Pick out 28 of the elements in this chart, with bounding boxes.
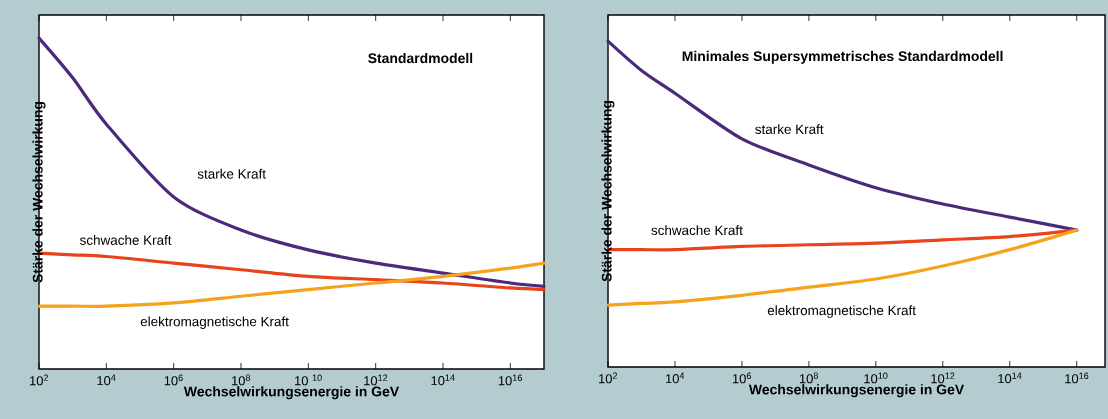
x-tick-label: 10$^{4}$ [665,372,685,384]
series-label: schwache Kraft [651,225,743,236]
x-tick-label: 10$^{6}$ [732,372,752,384]
x-tick-label: 10 $^{10}$ [295,374,322,386]
x-tick-label: 10$^{14}$ [431,374,455,386]
x-tick-label: 10$^{16}$ [498,374,522,386]
text: Minimales Supersymmetrisches Standardmodell [682,50,1003,64]
x-tick-label: 10$^{8}$ [232,374,251,386]
x-tick-label: 10$^{14}$ [998,372,1022,384]
x-tick-label: 10$^{10}$ [864,372,888,384]
x-tick-label: 10$^{4}$ [97,374,116,386]
x-tick-label: 10$^{8}$ [799,372,818,384]
x-tick-label: 10$^{16}$ [1065,372,1089,384]
series-label: schwache Kraft [79,235,172,245]
x-tick-label: 10$^{12}$ [364,374,388,386]
x-tick-label: 10$^{2}$ [599,372,618,384]
x-tick-label: 10$^{6}$ [164,374,183,386]
series-label: starke Kraft [755,124,824,135]
x-tick-label: 10$^{12}$ [931,372,955,384]
series-label: elektromagnetische Kraft [767,305,916,318]
text: starke Kraft [197,168,266,179]
x-axis-title: Wechselwirkungsenergie in GeV [748,384,965,398]
text: Standardmodell [368,52,473,64]
series-label: elektromagnetische Kraft [140,316,289,329]
x-axis-title: Wechselwirkungsenergie in GeV [183,386,400,400]
x-tick-label: 10$^{2}$ [30,374,49,386]
y-axis-title: Stärke der Wechselwirkung [32,101,46,283]
y-axis-title: Stärke der Wechselwirkung [601,100,615,282]
